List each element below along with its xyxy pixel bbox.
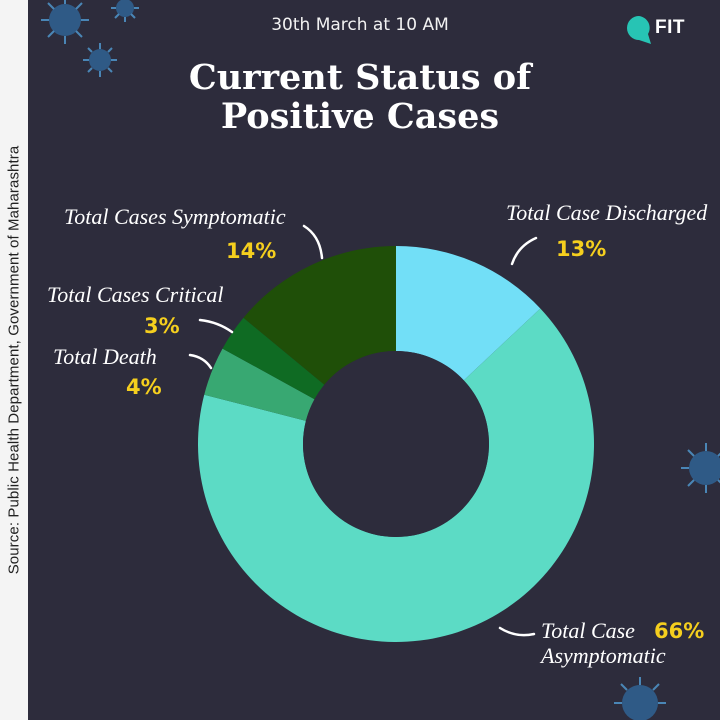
label-symptomatic: Total Cases Symptomatic bbox=[64, 204, 286, 229]
percent-death: 4% bbox=[126, 375, 162, 399]
donut-hole bbox=[303, 351, 489, 537]
leader-line-symptomatic bbox=[302, 224, 324, 260]
donut-slices bbox=[197, 246, 594, 642]
leader-lines bbox=[188, 224, 538, 637]
title-line-2: Positive Cases bbox=[220, 96, 500, 137]
percent-discharged: 13% bbox=[556, 237, 606, 261]
percent-critical: 3% bbox=[144, 314, 180, 338]
slice-critical bbox=[222, 317, 325, 400]
leader-line-death bbox=[188, 353, 213, 370]
leader-line-asymptomatic bbox=[498, 626, 536, 637]
slice-asymptomatic bbox=[197, 308, 594, 642]
slice-discharged bbox=[396, 246, 541, 381]
label-discharged: Total Case Discharged bbox=[506, 200, 708, 225]
virus-icon bbox=[83, 43, 117, 77]
percent-asymptomatic: 66% bbox=[654, 619, 704, 643]
label-death: Total Death bbox=[53, 344, 157, 369]
chart-title: Current Status of Positive Cases bbox=[0, 58, 720, 136]
virus-icon bbox=[111, 0, 139, 22]
label-asymptomatic: Total Case bbox=[541, 618, 635, 643]
virus-icon bbox=[614, 677, 666, 720]
slice-death bbox=[204, 348, 315, 421]
source-strip: Source: Public Health Department, Govern… bbox=[0, 0, 28, 720]
logo-text: FIT bbox=[655, 17, 685, 38]
fit-logo-icon bbox=[627, 16, 651, 44]
virus-icon bbox=[41, 0, 89, 44]
leader-line-discharged bbox=[510, 236, 538, 266]
percent-symptomatic: 14% bbox=[226, 239, 276, 263]
chart-subtitle: 30th March at 10 AM bbox=[271, 15, 449, 35]
virus-icon bbox=[681, 443, 720, 493]
label-asymptomatic-line2: Asymptomatic bbox=[539, 643, 666, 668]
label-critical: Total Cases Critical bbox=[47, 282, 223, 307]
slice-symptomatic bbox=[243, 246, 396, 385]
leader-line-critical bbox=[198, 318, 234, 334]
title-line-1: Current Status of bbox=[188, 57, 532, 98]
